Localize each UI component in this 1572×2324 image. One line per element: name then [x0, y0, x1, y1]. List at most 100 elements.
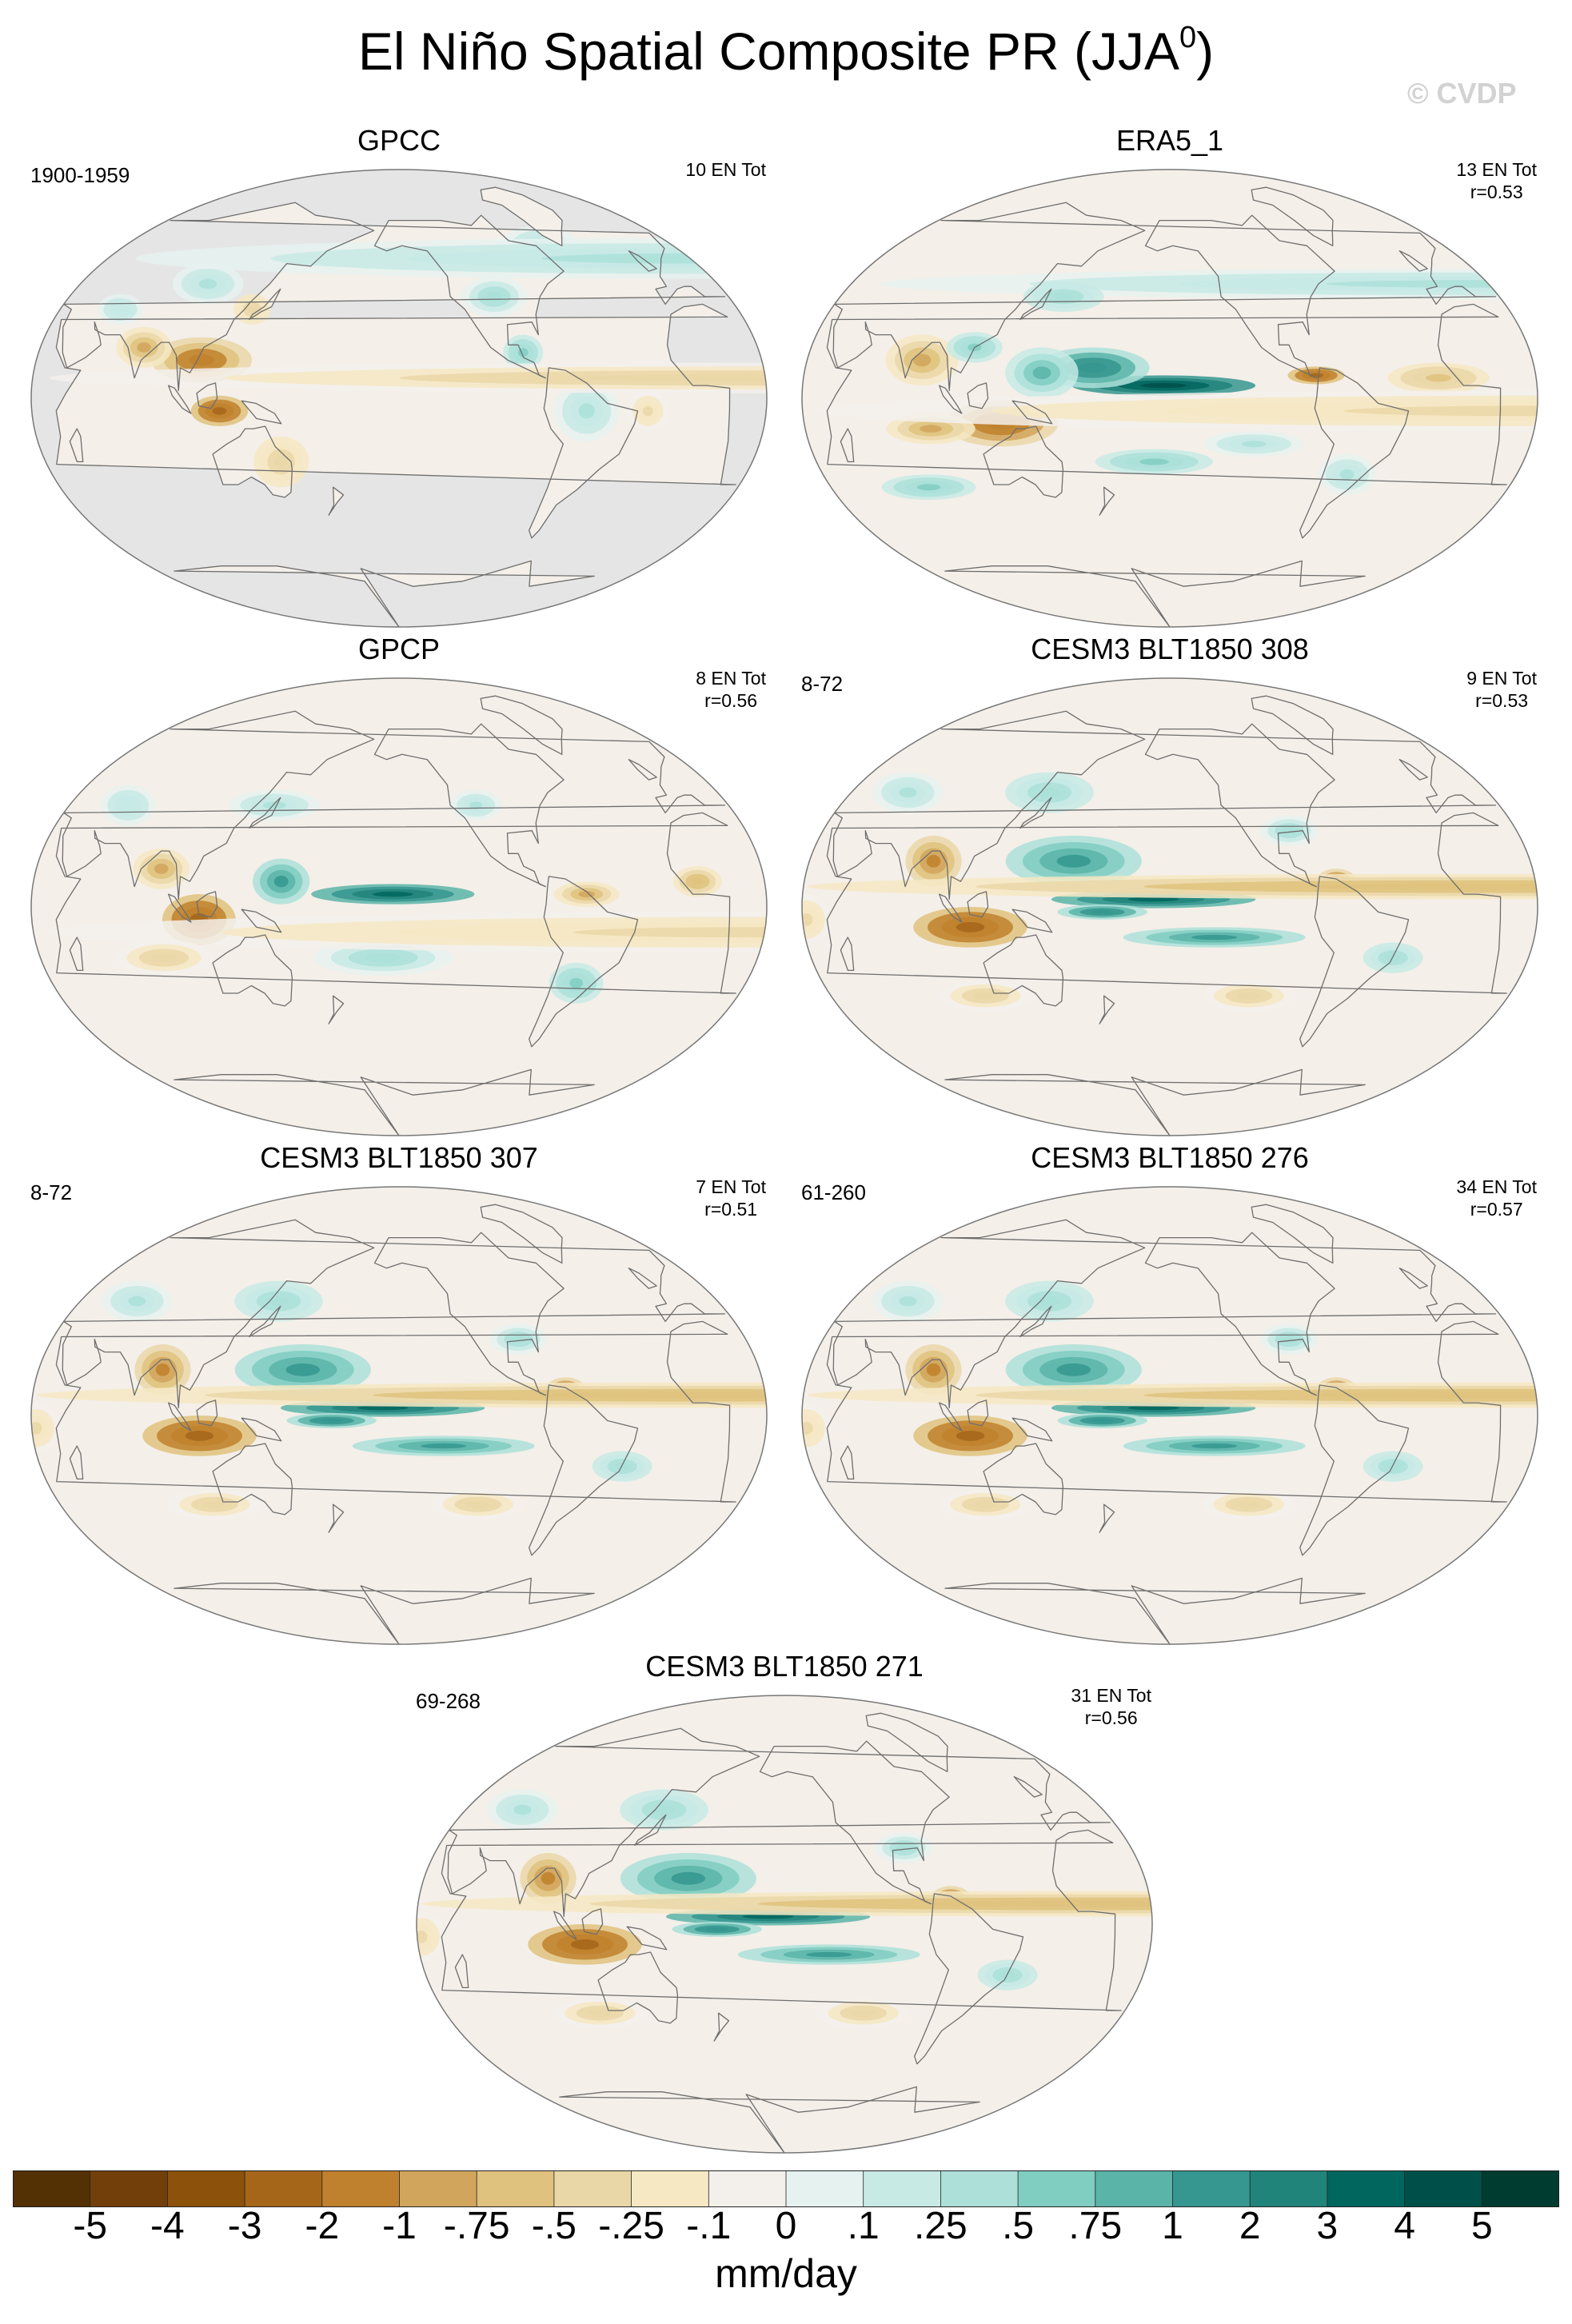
coastline-eurasia [447, 1727, 1111, 1918]
coastline-sumatra [939, 1402, 963, 1432]
map-panel: CESM3 BLT1850 271 69-268 31 EN Tot r=0.56 [413, 1652, 1156, 2156]
anomaly-contour [155, 1363, 170, 1376]
coastline-australia [597, 1951, 679, 2024]
coastline-japan [249, 288, 281, 321]
anomaly-contour [573, 373, 767, 382]
globe-outline [801, 677, 1538, 1136]
coastline-south-america [529, 876, 639, 1048]
coastline-greenland [1251, 695, 1334, 755]
map-layer [802, 170, 1538, 627]
colorbar-swatch [477, 2170, 555, 2207]
anomaly-contour [1038, 1296, 1061, 1307]
coastline-north-america [373, 1232, 565, 1396]
coastline-japan [249, 797, 281, 829]
panel-stats: 31 EN Tot r=0.56 [1071, 1685, 1151, 1729]
map-layer [802, 678, 1538, 1136]
anomaly-contour [705, 1927, 728, 1931]
figure-title: El Niño Spatial Composite PR (JJA0) [357, 21, 1215, 81]
anomaly-contour [273, 876, 289, 888]
world-map [30, 1186, 768, 1645]
colorbar-tick-label: 1 [1162, 2205, 1183, 2247]
map-layer [31, 1187, 767, 1644]
anomaly-contour [1038, 787, 1061, 798]
coastline-antarctica [944, 560, 1366, 627]
coastline-australia [983, 1443, 1064, 1515]
anomaly-contour [1140, 382, 1187, 389]
coastline-madagascar [454, 1954, 469, 1989]
panel-title: CESM3 BLT1850 276 [1031, 1141, 1309, 1174]
anomaly-contour [802, 1422, 813, 1435]
colorbar-swatch [13, 2170, 91, 2207]
colorbar-tick-label: 3 [1316, 2205, 1339, 2247]
coastline-madagascar [840, 1445, 855, 1480]
colorbar-swatch [167, 2170, 245, 2207]
coastline-north-america [1144, 214, 1335, 379]
ocean-background [31, 678, 767, 1136]
anomaly-contour [1385, 1462, 1401, 1471]
anomaly-contour [114, 305, 126, 313]
anomaly-contour [806, 1951, 852, 1958]
colorbar-swatch [708, 2170, 787, 2207]
land-fill-new-guinea [241, 401, 281, 424]
anomaly-contour [469, 801, 483, 809]
coastline-borneo [581, 1908, 604, 1935]
coastline-eurasia [832, 1219, 1497, 1409]
coastline-new-guinea [241, 400, 282, 425]
anomaly-contour [274, 455, 289, 469]
land-fill-greenland [481, 187, 562, 246]
colorbar-swatch [1404, 2170, 1482, 2207]
coastline-japan [1019, 288, 1052, 321]
anomaly-contour [541, 1871, 556, 1885]
coastline-north-america [1144, 723, 1335, 888]
anomaly-field [31, 1280, 767, 1520]
anomaly-contour [1091, 1419, 1114, 1423]
anomaly-contour [1127, 1405, 1179, 1411]
anomaly-contour [570, 1939, 600, 1950]
anomaly-contour [198, 278, 217, 290]
map-panel: CESM3 BLT1850 308 8-72 9 EN Tot r=0.53 [798, 635, 1542, 1139]
coastline-north-america [373, 214, 565, 379]
anomaly-field [46, 785, 767, 1004]
coastline-madagascar [840, 428, 855, 463]
colorbar-swatch [1095, 2170, 1173, 2207]
coastline-uk [628, 250, 657, 272]
coastline-uk [1398, 250, 1428, 272]
colorbar-swatch [786, 2170, 864, 2207]
colorbar-units: mm/day [715, 2251, 857, 2296]
anomaly-contour [365, 953, 401, 963]
coastline-antarctica [174, 1068, 595, 1136]
globe-outline [416, 1695, 1153, 2154]
colorbar-tick-label: -4 [150, 2205, 185, 2247]
anomaly-contour [802, 913, 813, 926]
coastline-greenland [480, 1204, 563, 1264]
map-layer [31, 170, 767, 627]
coastlines [441, 1712, 1122, 2153]
anomaly-contour [513, 1804, 532, 1815]
anomaly-contour [511, 1335, 526, 1344]
land-fill-sumatra [168, 385, 191, 414]
anomaly-contour [956, 1431, 985, 1441]
colorbar-tick-label: 4 [1394, 2205, 1415, 2247]
colorbar-tick-label: 0 [775, 2205, 797, 2247]
coastlines [826, 695, 1507, 1136]
world-map [30, 677, 768, 1136]
anomaly-field [417, 1789, 1152, 2029]
coastline-australia [983, 425, 1064, 498]
coastline-new-guinea [626, 1926, 668, 1951]
anomaly-contour [372, 891, 413, 897]
anomaly-contour [742, 1914, 794, 1919]
map-layer [417, 1695, 1152, 2153]
map-layer [802, 1187, 1538, 1644]
anomaly-field [802, 772, 1538, 1012]
coastline-new-guinea [1011, 1417, 1053, 1442]
colorbar-swatch [245, 2170, 323, 2207]
coastline-new-zealand [328, 486, 345, 516]
coastline-borneo [967, 1400, 989, 1427]
coastline-australia [212, 934, 293, 1007]
coastline-borneo [196, 1400, 218, 1427]
panel-stats: 34 EN Tot r=0.57 [1456, 1176, 1537, 1220]
colorbar-tick-label: -.5 [531, 2205, 577, 2247]
coastline-new-guinea [241, 1417, 282, 1442]
map-panel: CESM3 BLT1850 307 8-72 7 EN Tot r=0.51 [27, 1144, 771, 1647]
coastlines [55, 186, 736, 627]
